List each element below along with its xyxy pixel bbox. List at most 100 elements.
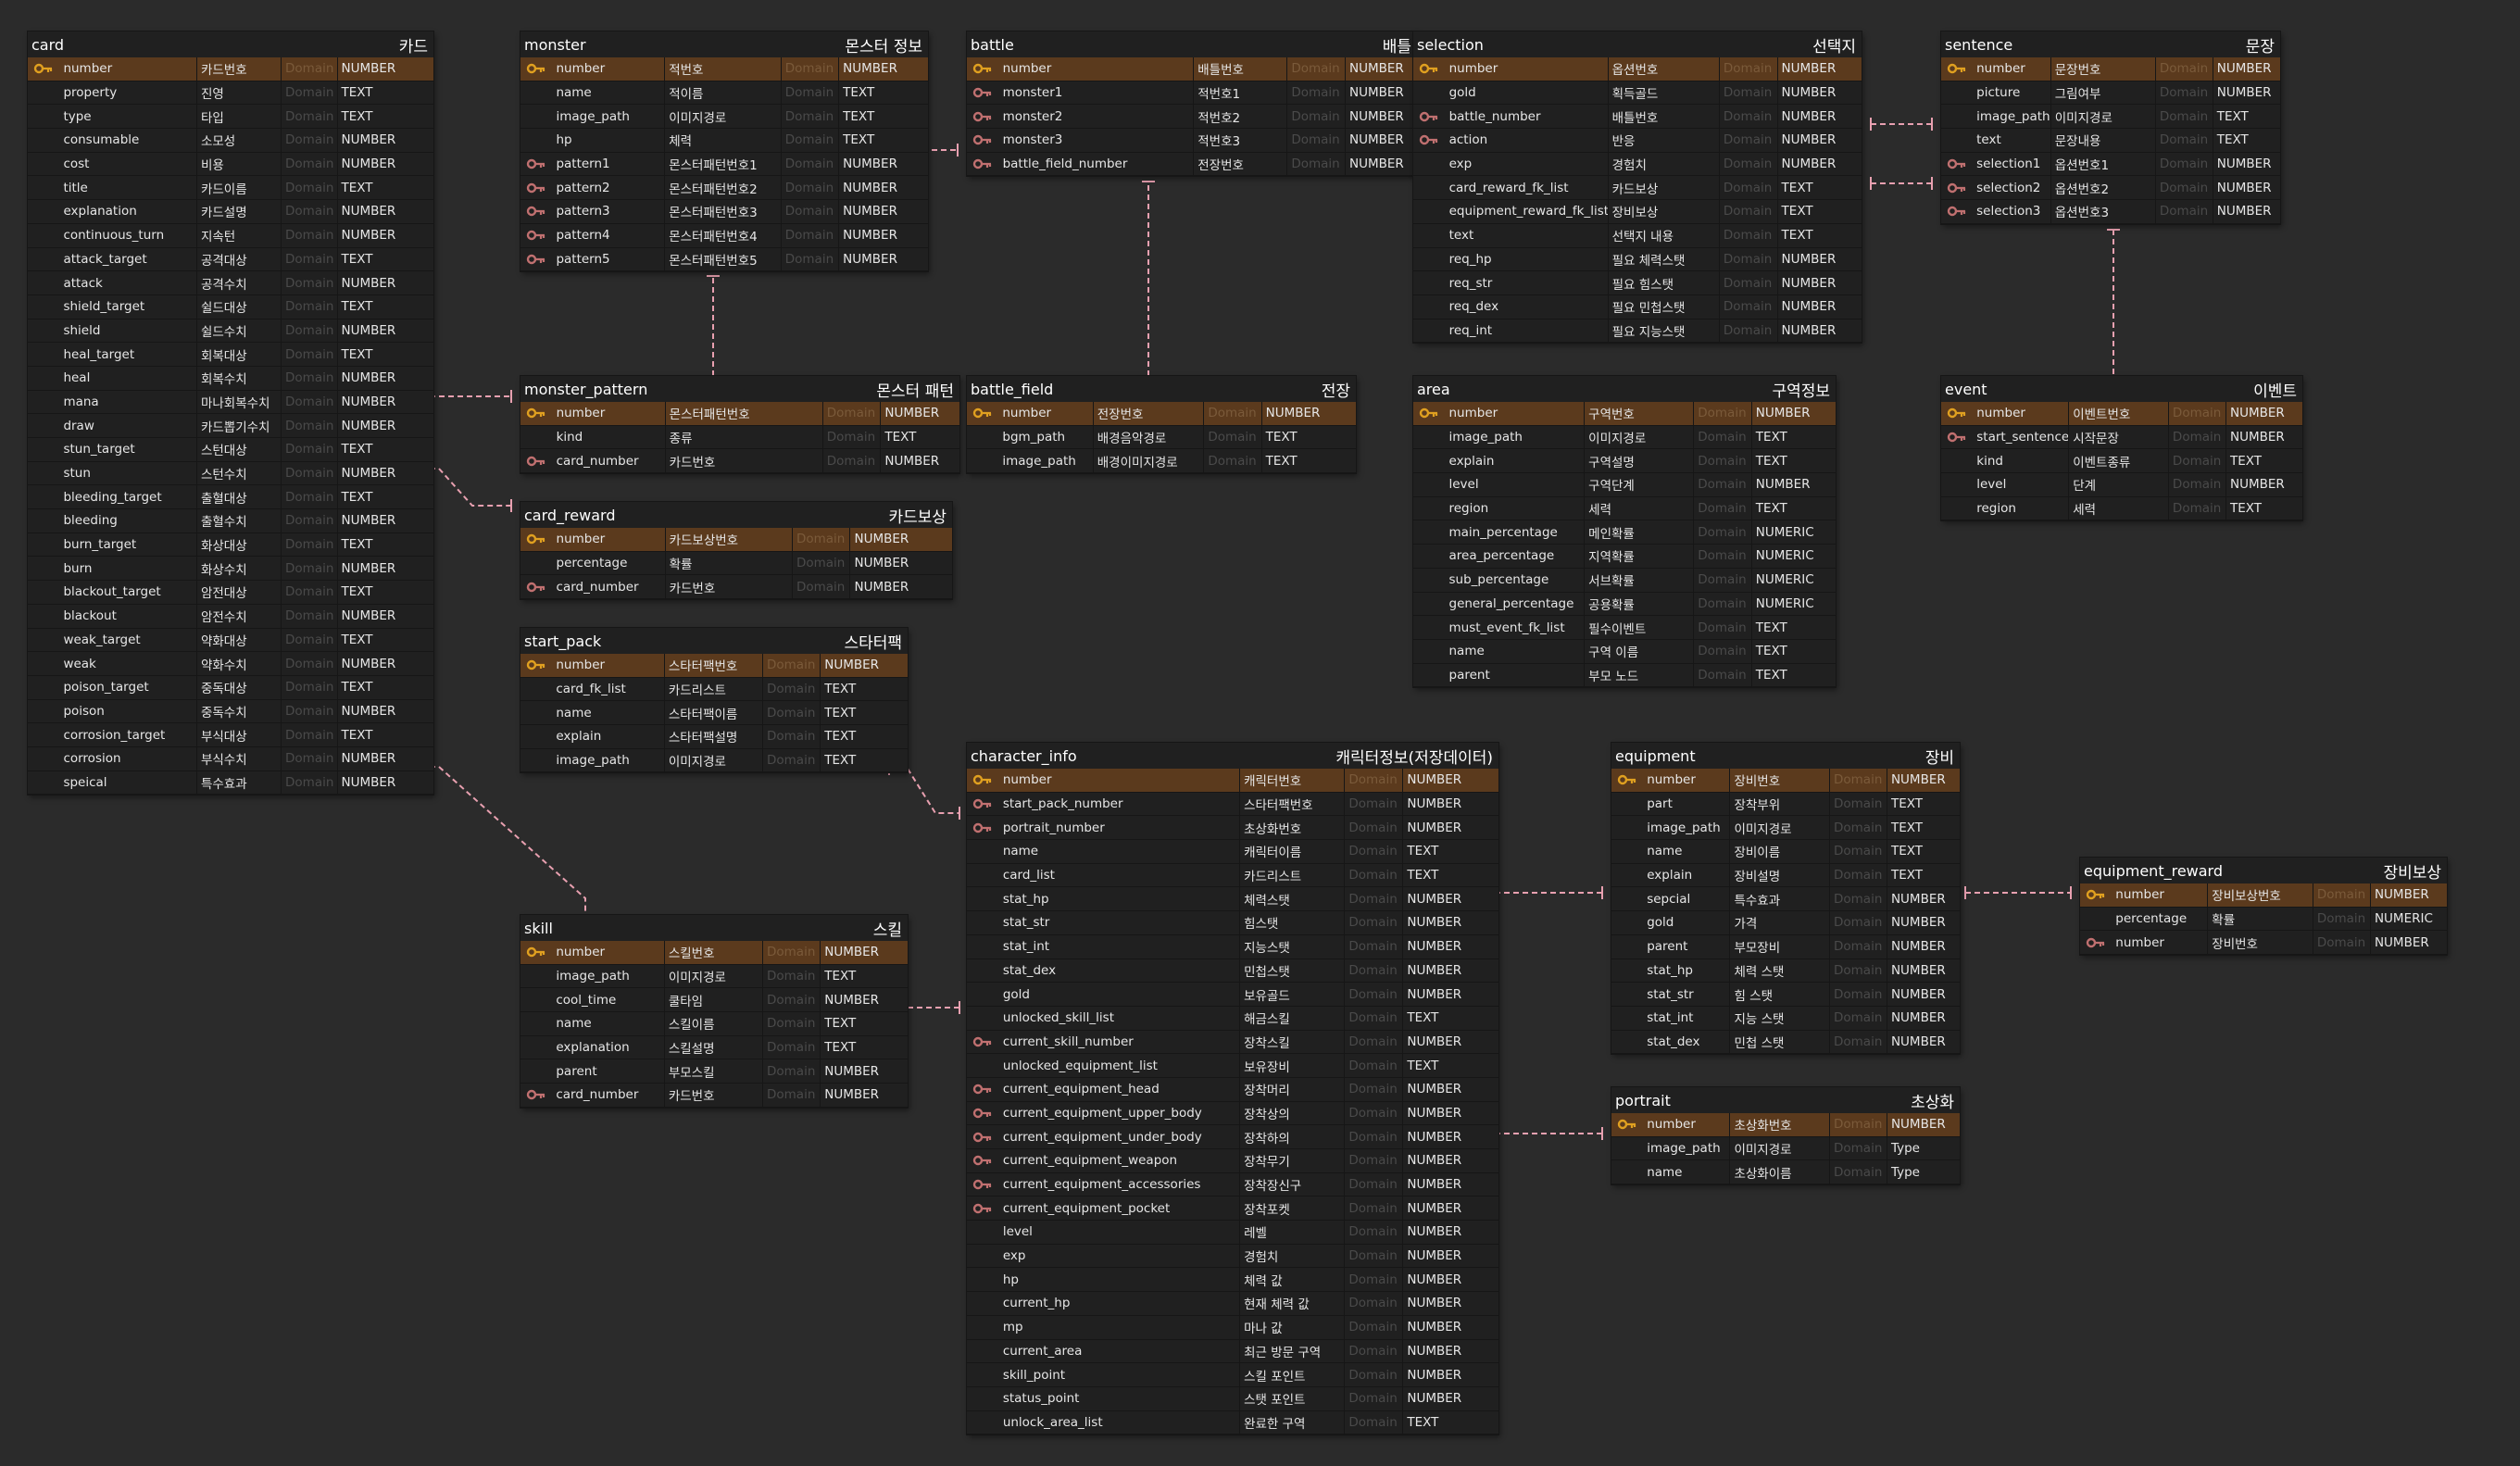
column-row[interactable]: corrosion 부식수치 Domain NUMBER — [28, 746, 433, 771]
column-row[interactable]: current_equipment_accessories 장착장신구 Domain… — [967, 1172, 1498, 1197]
table-header[interactable]: equipment_reward 장비보상 — [2080, 858, 2447, 883]
entity-table-character-info[interactable]: character_info 캐릭터정보(저장데이터) number 캐릭터번호 Dom… — [967, 743, 1498, 1435]
column-row[interactable]: name 적이름 Domain TEXT — [520, 81, 928, 106]
entity-table-monster[interactable]: monster 몬스터 정보 number 적번호 Domain NUMBER name 적이… — [520, 31, 928, 272]
column-row[interactable]: sub_percentage 서브확률 Domain NUMERIC — [1413, 568, 1836, 593]
column-row[interactable]: battle_number 배틀번호 Domain NUMBER — [1413, 105, 1862, 130]
column-row[interactable]: pattern1 몬스터패턴번호1 Domain NUMBER — [520, 152, 928, 177]
column-row[interactable]: continuous_turn 지속턴 Domain NUMBER — [28, 223, 433, 248]
column-row[interactable]: req_str 필요 힘스탯 Domain NUMBER — [1413, 271, 1862, 295]
column-row[interactable]: name 초상화이름 Domain Type — [1611, 1160, 1960, 1185]
column-row[interactable]: exp 경험치 Domain NUMBER — [1413, 152, 1862, 177]
column-row[interactable]: image_path 이미지경로 Domain TEXT — [1413, 425, 1836, 450]
column-row[interactable]: current_equipment_head 장착머리 Domain NUMBER — [967, 1077, 1498, 1102]
column-row[interactable]: image_path 이미지경로 Domain TEXT — [520, 748, 908, 773]
column-row[interactable]: burn_target 화상대상 Domain TEXT — [28, 533, 433, 558]
column-row[interactable]: cost 비용 Domain NUMBER — [28, 152, 433, 177]
table-header[interactable]: card 카드 — [28, 31, 433, 57]
column-row[interactable]: kind 이벤트종류 Domain TEXT — [1941, 449, 2302, 474]
column-row[interactable]: name 장비이름 Domain TEXT — [1611, 840, 1960, 864]
column-row[interactable]: current_equipment_under_body 장착하의 Domain NU… — [967, 1125, 1498, 1149]
column-row[interactable]: stat_str 힘 스탯 Domain NUMBER — [1611, 983, 1960, 1007]
entity-table-skill[interactable]: skill 스킬 number 스킬번호 Domain NUMBER image_path 이… — [520, 915, 908, 1108]
table-header[interactable]: equipment 장비 — [1611, 743, 1960, 769]
column-row[interactable]: burn 화상수치 Domain NUMBER — [28, 557, 433, 582]
column-row[interactable]: gold 획득골드 Domain NUMBER — [1413, 81, 1862, 106]
column-row[interactable]: explanation 카드설명 Domain NUMBER — [28, 200, 433, 224]
primary-key-row[interactable]: number 배틀번호 Domain NUMBER — [967, 57, 1417, 81]
entity-table-selection[interactable]: selection 선택지 number 옵션번호 Domain NUMBER gold 획득… — [1413, 31, 1862, 344]
column-row[interactable]: card_number 카드번호 Domain NUMBER — [520, 449, 959, 474]
entity-table-battle[interactable]: battle 배틀 number 배틀번호 Domain NUMBER monster1 적번… — [967, 31, 1417, 177]
primary-key-row[interactable]: number 캐릭터번호 Domain NUMBER — [967, 769, 1498, 793]
entity-table-battle-field[interactable]: battle_field 전장 number 전장번호 Domain NUMBER bgm_… — [967, 376, 1356, 474]
column-row[interactable]: monster3 적번호3 Domain NUMBER — [967, 129, 1417, 153]
column-row[interactable]: card_reward_fk_list 카드보상 Domain TEXT — [1413, 176, 1862, 201]
column-row[interactable]: card_list 카드리스트 Domain TEXT — [967, 863, 1498, 888]
column-row[interactable]: image_path 이미지경로 Domain TEXT — [1611, 816, 1960, 841]
primary-key-row[interactable]: number 이벤트번호 Domain NUMBER — [1941, 402, 2302, 426]
entity-table-card[interactable]: card 카드 number 카드번호 Domain NUMBER property 진영 Do… — [28, 31, 433, 796]
column-row[interactable]: poison_target 중독대상 Domain TEXT — [28, 675, 433, 700]
entity-table-event[interactable]: event 이벤트 number 이벤트번호 Domain NUMBER start_sen… — [1941, 376, 2302, 521]
column-row[interactable]: parent 부모 노드 Domain TEXT — [1413, 663, 1836, 688]
column-row[interactable]: picture 그림여부 Domain NUMBER — [1941, 81, 2280, 106]
column-row[interactable]: explain 스타터팩설명 Domain TEXT — [520, 725, 908, 749]
column-row[interactable]: gold 가격 Domain NUMBER — [1611, 911, 1960, 935]
entity-table-monster-pattern[interactable]: monster_pattern 몬스터 패턴 number 몬스터패턴번호 Domain… — [520, 376, 959, 474]
column-row[interactable]: shield 쉴드수치 Domain NUMBER — [28, 319, 433, 344]
column-row[interactable]: area_percentage 지역확률 Domain NUMERIC — [1413, 545, 1836, 569]
column-row[interactable]: card_fk_list 카드리스트 Domain TEXT — [520, 677, 908, 702]
column-row[interactable]: pattern3 몬스터패턴번호3 Domain NUMBER — [520, 200, 928, 224]
table-header[interactable]: start_pack 스타터팩 — [520, 628, 908, 654]
column-row[interactable]: image_path 배경이미지경로 Domain TEXT — [967, 449, 1356, 474]
column-row[interactable]: weak_target 약화대상 Domain TEXT — [28, 628, 433, 653]
column-row[interactable]: battle_field_number 전장번호 Domain NUMBER — [967, 152, 1417, 177]
column-row[interactable]: image_path 이미지경로 Domain Type — [1611, 1136, 1960, 1161]
column-row[interactable]: property 진영 Domain TEXT — [28, 81, 433, 106]
primary-key-row[interactable]: number 장비번호 Domain NUMBER — [1611, 769, 1960, 793]
column-row[interactable]: selection1 옵션번호1 Domain NUMBER — [1941, 152, 2280, 177]
column-row[interactable]: action 반응 Domain NUMBER — [1413, 129, 1862, 153]
column-row[interactable]: attack_target 공격대상 Domain TEXT — [28, 247, 433, 272]
column-row[interactable]: heal_target 회복대상 Domain TEXT — [28, 343, 433, 367]
column-row[interactable]: speical 특수효과 Domain NUMBER — [28, 771, 433, 796]
column-row[interactable]: name 스킬이름 Domain TEXT — [520, 1012, 908, 1036]
table-header[interactable]: sentence 문장 — [1941, 31, 2280, 57]
column-row[interactable]: start_pack_number 스타터팩번호 Domain NUMBER — [967, 792, 1498, 817]
column-row[interactable]: stun_target 스턴대상 Domain TEXT — [28, 438, 433, 462]
column-row[interactable]: weak 약화수치 Domain NUMBER — [28, 652, 433, 676]
column-row[interactable]: number 장비번호 Domain NUMBER — [2080, 931, 2447, 956]
column-row[interactable]: shield_target 쉴드대상 Domain TEXT — [28, 294, 433, 320]
column-row[interactable]: stat_dex 민첩 스탯 Domain NUMBER — [1611, 1030, 1960, 1055]
column-row[interactable]: consumable 소모성 Domain NUMBER — [28, 129, 433, 153]
primary-key-row[interactable]: number 스타터팩번호 Domain NUMBER — [520, 654, 908, 678]
table-header[interactable]: event 이벤트 — [1941, 376, 2302, 402]
column-row[interactable]: percentage 확률 Domain NUMERIC — [2080, 907, 2447, 932]
column-row[interactable]: blackout_target 암전대상 Domain TEXT — [28, 581, 433, 605]
column-row[interactable]: poison 중독수치 Domain NUMBER — [28, 699, 433, 724]
table-header[interactable]: selection 선택지 — [1413, 31, 1862, 57]
column-row[interactable]: pattern4 몬스터패턴번호4 Domain NUMBER — [520, 223, 928, 248]
column-row[interactable]: stat_hp 체력 스탯 Domain NUMBER — [1611, 959, 1960, 984]
column-row[interactable]: gold 보유골드 Domain NUMBER — [967, 983, 1498, 1007]
column-row[interactable]: skill_point 스킬 포인트 Domain NUMBER — [967, 1363, 1498, 1387]
column-row[interactable]: stat_str 힘스탯 Domain NUMBER — [967, 911, 1498, 935]
column-row[interactable]: exp 경험치 Domain NUMBER — [967, 1244, 1498, 1269]
primary-key-row[interactable]: number 적번호 Domain NUMBER — [520, 57, 928, 81]
primary-key-row[interactable]: number 몬스터패턴번호 Domain NUMBER — [520, 402, 959, 426]
column-row[interactable]: current_equipment_weapon 장착무기 Domain NUMBER — [967, 1149, 1498, 1173]
column-row[interactable]: card_number 카드번호 Domain NUMBER — [520, 575, 952, 600]
column-row[interactable]: monster1 적번호1 Domain NUMBER — [967, 81, 1417, 106]
column-row[interactable]: start_sentence 시작문장 Domain NUMBER — [1941, 425, 2302, 450]
column-row[interactable]: current_skill_number 장착스킬 Domain NUMBER — [967, 1030, 1498, 1055]
table-header[interactable]: character_info 캐릭터정보(저장데이터) — [967, 743, 1498, 769]
column-row[interactable]: req_hp 필요 체력스탯 Domain NUMBER — [1413, 247, 1862, 272]
column-row[interactable]: unlocked_skill_list 해금스킬 Domain TEXT — [967, 1006, 1498, 1031]
column-row[interactable]: heal 회복수치 Domain NUMBER — [28, 366, 433, 391]
table-header[interactable]: monster 몬스터 정보 — [520, 31, 928, 57]
column-row[interactable]: title 카드이름 Domain TEXT — [28, 176, 433, 201]
column-row[interactable]: stat_int 지능 스탯 Domain NUMBER — [1611, 1006, 1960, 1031]
column-row[interactable]: stat_hp 체력스탯 Domain NUMBER — [967, 887, 1498, 912]
